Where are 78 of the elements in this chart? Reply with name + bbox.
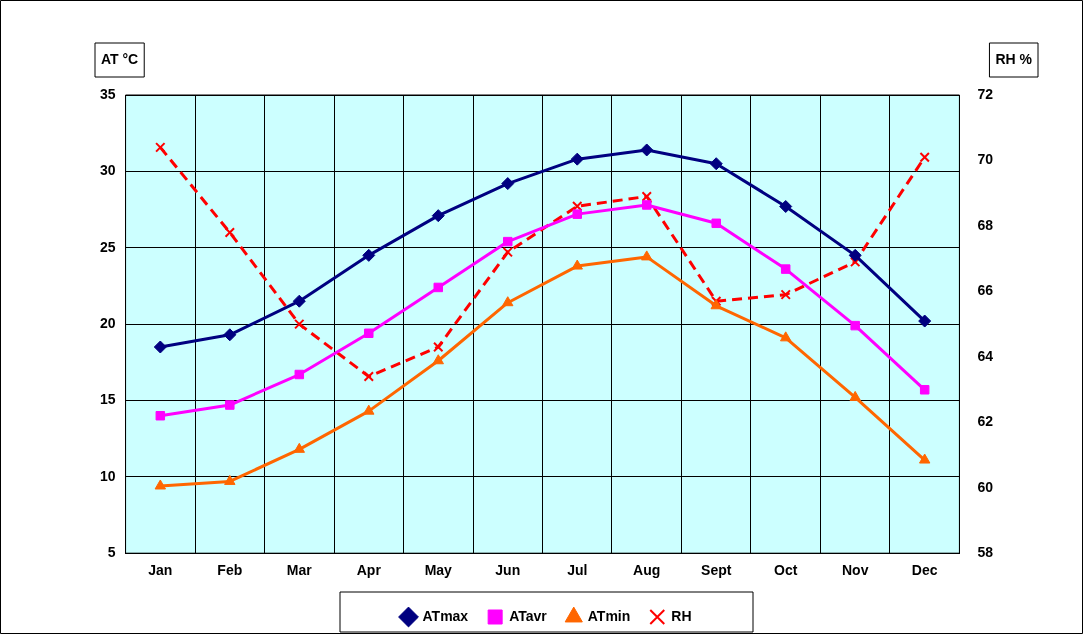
point <box>224 227 236 238</box>
x-tick-label: Jun <box>495 562 521 579</box>
x-tick-label: Nov <box>841 562 869 579</box>
y-tick-label: 30 <box>99 162 116 179</box>
y-tick-label: 5 <box>107 544 116 561</box>
point <box>919 151 930 163</box>
x-tick-label: Aug <box>633 562 661 579</box>
y2-tick-label: 68 <box>977 216 994 233</box>
point <box>154 479 167 490</box>
point <box>710 299 722 310</box>
point <box>779 200 793 213</box>
point <box>433 282 444 293</box>
point <box>363 404 375 415</box>
y-tick-label: 25 <box>99 238 116 255</box>
point <box>641 250 653 261</box>
point <box>502 296 514 307</box>
y-axis-title: AT °C <box>100 50 139 67</box>
point <box>849 390 861 401</box>
y2-axis-title: RH % <box>995 50 1033 67</box>
legend-label: ATavr <box>509 607 548 624</box>
point <box>850 320 860 331</box>
point <box>848 248 862 262</box>
legend-label: RH <box>671 607 692 624</box>
y-tick-label: 35 <box>99 85 116 102</box>
y2-tick-label: 70 <box>977 151 994 168</box>
point <box>709 157 723 171</box>
point <box>641 191 652 202</box>
x-tick-label: Jul <box>567 562 588 579</box>
point <box>780 331 792 342</box>
point <box>225 400 235 410</box>
x-tick-label: Dec <box>911 562 938 579</box>
point <box>919 385 930 395</box>
point <box>502 246 513 258</box>
point <box>780 289 791 300</box>
point <box>431 209 445 223</box>
point <box>710 295 722 307</box>
point <box>641 200 652 210</box>
point <box>294 318 305 330</box>
y2-tick-label: 64 <box>977 347 994 364</box>
point <box>432 354 444 365</box>
point <box>155 142 166 153</box>
x-tick-label: Mar <box>286 562 313 579</box>
x-tick-label: Sept <box>701 562 732 579</box>
point <box>294 369 305 380</box>
point <box>570 152 584 166</box>
point <box>918 453 931 464</box>
x-tick-label: May <box>424 562 453 579</box>
legend-label: ATmin <box>587 607 631 624</box>
y2-tick-label: 58 <box>977 544 994 561</box>
point <box>918 314 932 328</box>
point <box>572 209 582 219</box>
y-tick-label: 20 <box>99 314 116 331</box>
legend-label: ATmax <box>422 607 469 624</box>
point <box>780 264 791 274</box>
point <box>155 411 166 421</box>
point <box>292 294 306 308</box>
x-tick-label: Jan <box>148 562 173 579</box>
y-tick-label: 10 <box>99 467 116 484</box>
point <box>711 218 721 229</box>
y2-tick-label: 62 <box>977 413 994 430</box>
point <box>224 474 236 485</box>
point <box>849 256 861 268</box>
y2-tick-label: 72 <box>977 85 994 102</box>
point <box>363 371 375 382</box>
y2-tick-label: 66 <box>977 282 994 299</box>
y-tick-label: 15 <box>99 391 116 408</box>
point <box>640 143 654 157</box>
x-tick-label: Feb <box>217 562 243 579</box>
point <box>364 328 374 339</box>
x-tick-label: Oct <box>774 562 798 579</box>
point <box>153 340 167 354</box>
point <box>503 236 513 247</box>
point <box>362 248 376 262</box>
y2-tick-label: 60 <box>977 478 994 495</box>
point <box>433 341 444 353</box>
point <box>223 328 237 342</box>
x-tick-label: Apr <box>356 562 382 579</box>
point <box>501 177 515 191</box>
